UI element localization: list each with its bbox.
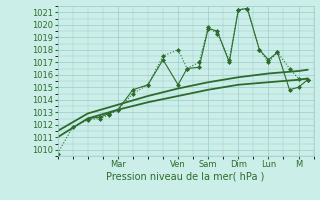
X-axis label: Pression niveau de la mer( hPa ): Pression niveau de la mer( hPa ) <box>107 172 265 182</box>
